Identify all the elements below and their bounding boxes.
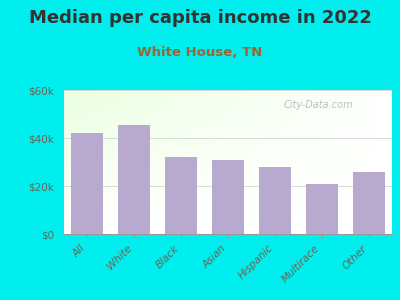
Bar [212,160,244,234]
Bar [353,172,384,234]
Text: City-Data.com: City-Data.com [284,100,353,110]
Text: Median per capita income in 2022: Median per capita income in 2022 [28,9,372,27]
Bar [72,133,103,234]
Text: White House, TN: White House, TN [137,46,263,59]
Bar [118,125,150,234]
Bar [259,167,291,234]
Bar [306,184,338,234]
Bar [165,157,197,234]
